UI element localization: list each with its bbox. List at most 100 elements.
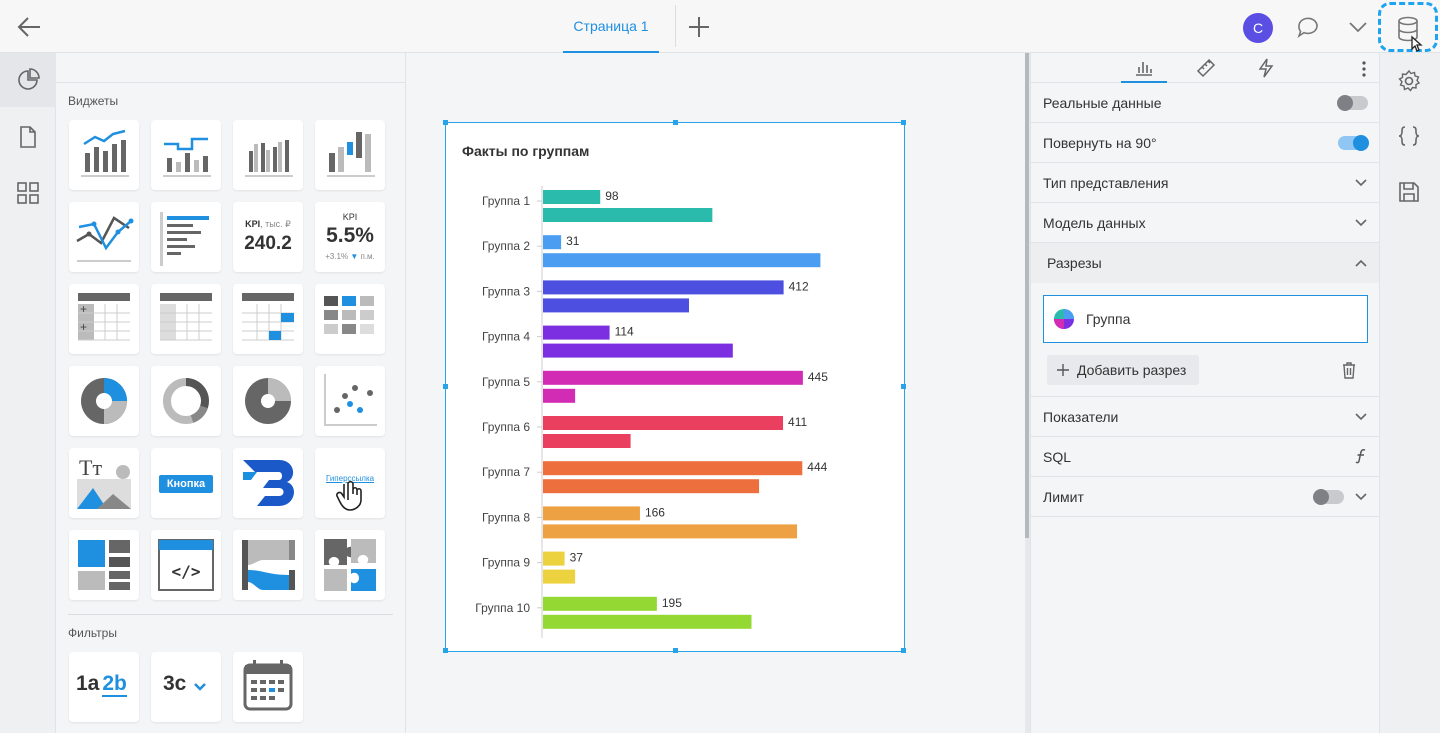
tile-ring-chart[interactable] bbox=[151, 366, 221, 436]
tab-divider bbox=[675, 5, 676, 47]
tile-step-bar-chart[interactable] bbox=[151, 120, 221, 190]
bar-1-3[interactable] bbox=[543, 280, 784, 295]
line-chart-icon bbox=[76, 216, 134, 262]
bar-chart-icon bbox=[1136, 62, 1152, 76]
tile-table[interactable] bbox=[151, 284, 221, 354]
tile-highlight-bar-chart[interactable] bbox=[315, 120, 385, 190]
tile-donut-chart[interactable] bbox=[233, 366, 303, 436]
tile-scatter-chart[interactable] bbox=[315, 366, 385, 436]
add-page-icon[interactable] bbox=[686, 14, 712, 40]
bar-1-5[interactable] bbox=[543, 370, 803, 385]
tab-page-1[interactable]: Страница 1 bbox=[563, 0, 659, 53]
tile-pivot-table[interactable]: + + bbox=[69, 284, 139, 354]
tile-horizontal-bar-chart[interactable] bbox=[151, 202, 221, 272]
trash-icon[interactable] bbox=[1339, 360, 1359, 380]
tile-plugin[interactable] bbox=[315, 530, 385, 600]
add-slice-button[interactable]: Добавить разрез bbox=[1047, 355, 1199, 385]
rotate-toggle[interactable] bbox=[1338, 135, 1369, 151]
bar-1-4[interactable] bbox=[543, 325, 610, 340]
bar-2-4[interactable] bbox=[543, 343, 733, 358]
resize-handle-nw[interactable] bbox=[443, 120, 448, 125]
tab-actions[interactable] bbox=[1243, 58, 1289, 83]
resize-handle-sw[interactable] bbox=[443, 648, 448, 653]
tile-sankey[interactable] bbox=[233, 530, 303, 600]
bar-2-2[interactable] bbox=[543, 253, 821, 268]
code-braces-icon[interactable] bbox=[1396, 123, 1422, 149]
resize-handle-e[interactable] bbox=[901, 384, 906, 389]
tab-layout[interactable] bbox=[1183, 58, 1229, 83]
bar-2-9[interactable] bbox=[543, 569, 576, 584]
hyperlink-preview-label: Гиперссылка bbox=[325, 474, 375, 483]
triangle-down-icon: ▼ bbox=[350, 252, 359, 261]
sql-row[interactable]: SQL bbox=[1031, 437, 1380, 477]
resize-handle-n[interactable] bbox=[673, 120, 678, 125]
bar-2-3[interactable] bbox=[543, 298, 689, 313]
bar-2-1[interactable] bbox=[543, 208, 713, 222]
database-button[interactable] bbox=[1378, 2, 1438, 52]
bar-1-10[interactable] bbox=[543, 596, 657, 611]
grid-rail-button[interactable] bbox=[0, 166, 56, 220]
view-type-label: Тип представления bbox=[1043, 175, 1169, 191]
bar-1-1[interactable] bbox=[543, 190, 601, 204]
panel-scrollbar[interactable] bbox=[1025, 53, 1029, 538]
limit-row[interactable]: Лимит bbox=[1031, 477, 1380, 517]
bar-2-10[interactable] bbox=[543, 614, 752, 629]
bar-1-2[interactable] bbox=[543, 235, 562, 250]
tile-kpi-delta[interactable]: KPI 5.5% +3.1% ▼ п.м. bbox=[315, 202, 385, 272]
tile-line-chart[interactable] bbox=[69, 202, 139, 272]
bar-2-8[interactable] bbox=[543, 524, 798, 539]
tile-dashboard-layout[interactable] bbox=[69, 530, 139, 600]
measures-row[interactable]: Показатели bbox=[1031, 397, 1380, 437]
limit-toggle[interactable] bbox=[1313, 489, 1344, 505]
tile-filter-calendar[interactable] bbox=[233, 652, 303, 722]
document-rail-button[interactable] bbox=[0, 110, 56, 164]
slice-item-group[interactable]: Группа bbox=[1043, 295, 1368, 343]
bar-2-6[interactable] bbox=[543, 434, 631, 448]
resize-handle-se[interactable] bbox=[901, 648, 906, 653]
tab-chart-settings[interactable] bbox=[1121, 58, 1167, 83]
bar-1-9[interactable] bbox=[543, 551, 565, 566]
slices-row[interactable]: Разрезы bbox=[1031, 243, 1380, 283]
settings-gear-icon[interactable] bbox=[1396, 68, 1422, 94]
data-model-row[interactable]: Модель данных bbox=[1031, 203, 1380, 243]
tile-text-image[interactable]: Tт bbox=[69, 448, 139, 518]
view-type-row[interactable]: Тип представления bbox=[1031, 163, 1380, 203]
resize-handle-s[interactable] bbox=[673, 648, 678, 653]
bar-1-6[interactable] bbox=[543, 416, 784, 430]
comment-icon[interactable] bbox=[1295, 14, 1321, 40]
bar-1-8[interactable] bbox=[543, 506, 640, 521]
bar-1-7[interactable] bbox=[543, 461, 803, 476]
real-data-toggle[interactable] bbox=[1337, 95, 1368, 111]
back-arrow-icon[interactable] bbox=[14, 14, 44, 40]
chevron-down-icon[interactable] bbox=[1345, 14, 1371, 40]
resize-handle-w[interactable] bbox=[443, 384, 448, 389]
bar-2-5[interactable] bbox=[543, 388, 576, 403]
tile-hyperlink[interactable]: Гиперссылка bbox=[315, 448, 385, 518]
button-preview-label: Кнопка bbox=[159, 475, 213, 493]
bar-2-7[interactable] bbox=[543, 479, 760, 494]
tile-grouped-bar-chart[interactable] bbox=[233, 120, 303, 190]
kpi2-period: п.м. bbox=[360, 252, 375, 261]
tile-kpi[interactable]: KPI, тыс. ₽ 240.2 bbox=[233, 202, 303, 272]
tile-filter-list[interactable]: 1a 2b bbox=[69, 652, 139, 722]
save-icon[interactable] bbox=[1396, 179, 1422, 205]
chart-widget[interactable]: Факты по группам Группа 1 98 Группа 2 31 Гру… bbox=[445, 122, 905, 652]
resize-handle-ne[interactable] bbox=[901, 120, 906, 125]
highlight-bar-chart-icon bbox=[327, 132, 375, 177]
tile-heatmap[interactable] bbox=[315, 284, 385, 354]
tile-bar-line-chart[interactable] bbox=[69, 120, 139, 190]
category-tick-label: Группа 1 bbox=[482, 194, 530, 208]
bar-chart: Группа 1 98 Группа 2 31 Группа 3 412 Группа 4 1… bbox=[475, 186, 828, 638]
user-avatar[interactable]: С bbox=[1243, 13, 1273, 43]
heatmap-icon bbox=[324, 296, 374, 334]
tile-pie-chart[interactable] bbox=[69, 366, 139, 436]
tile-button[interactable]: Кнопка bbox=[151, 448, 221, 518]
more-options-icon[interactable] bbox=[1356, 59, 1372, 79]
tile-logo-image[interactable] bbox=[233, 448, 303, 518]
widgets-rail-button[interactable] bbox=[0, 53, 56, 107]
slice-item-label: Группа bbox=[1086, 311, 1131, 327]
tile-html-code[interactable]: </> bbox=[151, 530, 221, 600]
tile-highlight-table[interactable] bbox=[233, 284, 303, 354]
tile-filter-dropdown[interactable]: 3c bbox=[151, 652, 221, 722]
scatter-chart-icon bbox=[324, 374, 377, 426]
